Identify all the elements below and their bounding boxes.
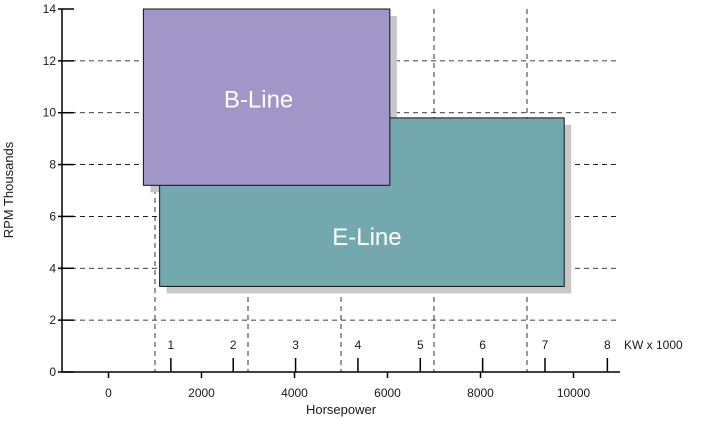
- y-tick-label-2: 2: [49, 313, 56, 327]
- x-tick-label-0: 0: [105, 386, 112, 400]
- kw-tick-label-3: 3: [292, 338, 299, 352]
- x-tick-label-4000: 4000: [281, 386, 308, 400]
- y-tick-label-8: 8: [49, 158, 56, 172]
- kw-tick-label-4: 4: [355, 338, 362, 352]
- kw-tick-label-5: 5: [417, 338, 424, 352]
- y-tick-label-6: 6: [49, 209, 56, 223]
- region-b-line: [142, 8, 391, 186]
- y-tick-label-14: 14: [43, 2, 57, 16]
- y-tick-label-10: 10: [43, 106, 57, 120]
- regions: E-Line B-Line: [142, 8, 565, 287]
- y-tick-label-0: 0: [49, 365, 56, 379]
- x-tick-label-2000: 2000: [188, 386, 215, 400]
- y-axis-title: RPM Thousands: [1, 141, 16, 238]
- x-tick-label-6000: 6000: [374, 386, 401, 400]
- kw-axis-title: KW x 1000: [624, 338, 683, 352]
- kw-tick-label-2: 2: [230, 338, 237, 352]
- region-label-e-line: E-Line: [332, 224, 401, 251]
- kw-tick-label-7: 7: [542, 338, 549, 352]
- x-tick-label-10000: 10000: [557, 386, 591, 400]
- kw-tick-label-1: 1: [168, 338, 175, 352]
- x-tick-label-8000: 8000: [467, 386, 494, 400]
- kw-tick-label-8: 8: [604, 338, 611, 352]
- x-axis-title: Horsepower: [306, 402, 377, 417]
- kw-tick-label-6: 6: [479, 338, 486, 352]
- y-tick-label-4: 4: [49, 261, 56, 275]
- y-tick-label-12: 12: [43, 54, 57, 68]
- region-label-b-line: B-Line: [224, 87, 293, 114]
- axes: [61, 9, 620, 373]
